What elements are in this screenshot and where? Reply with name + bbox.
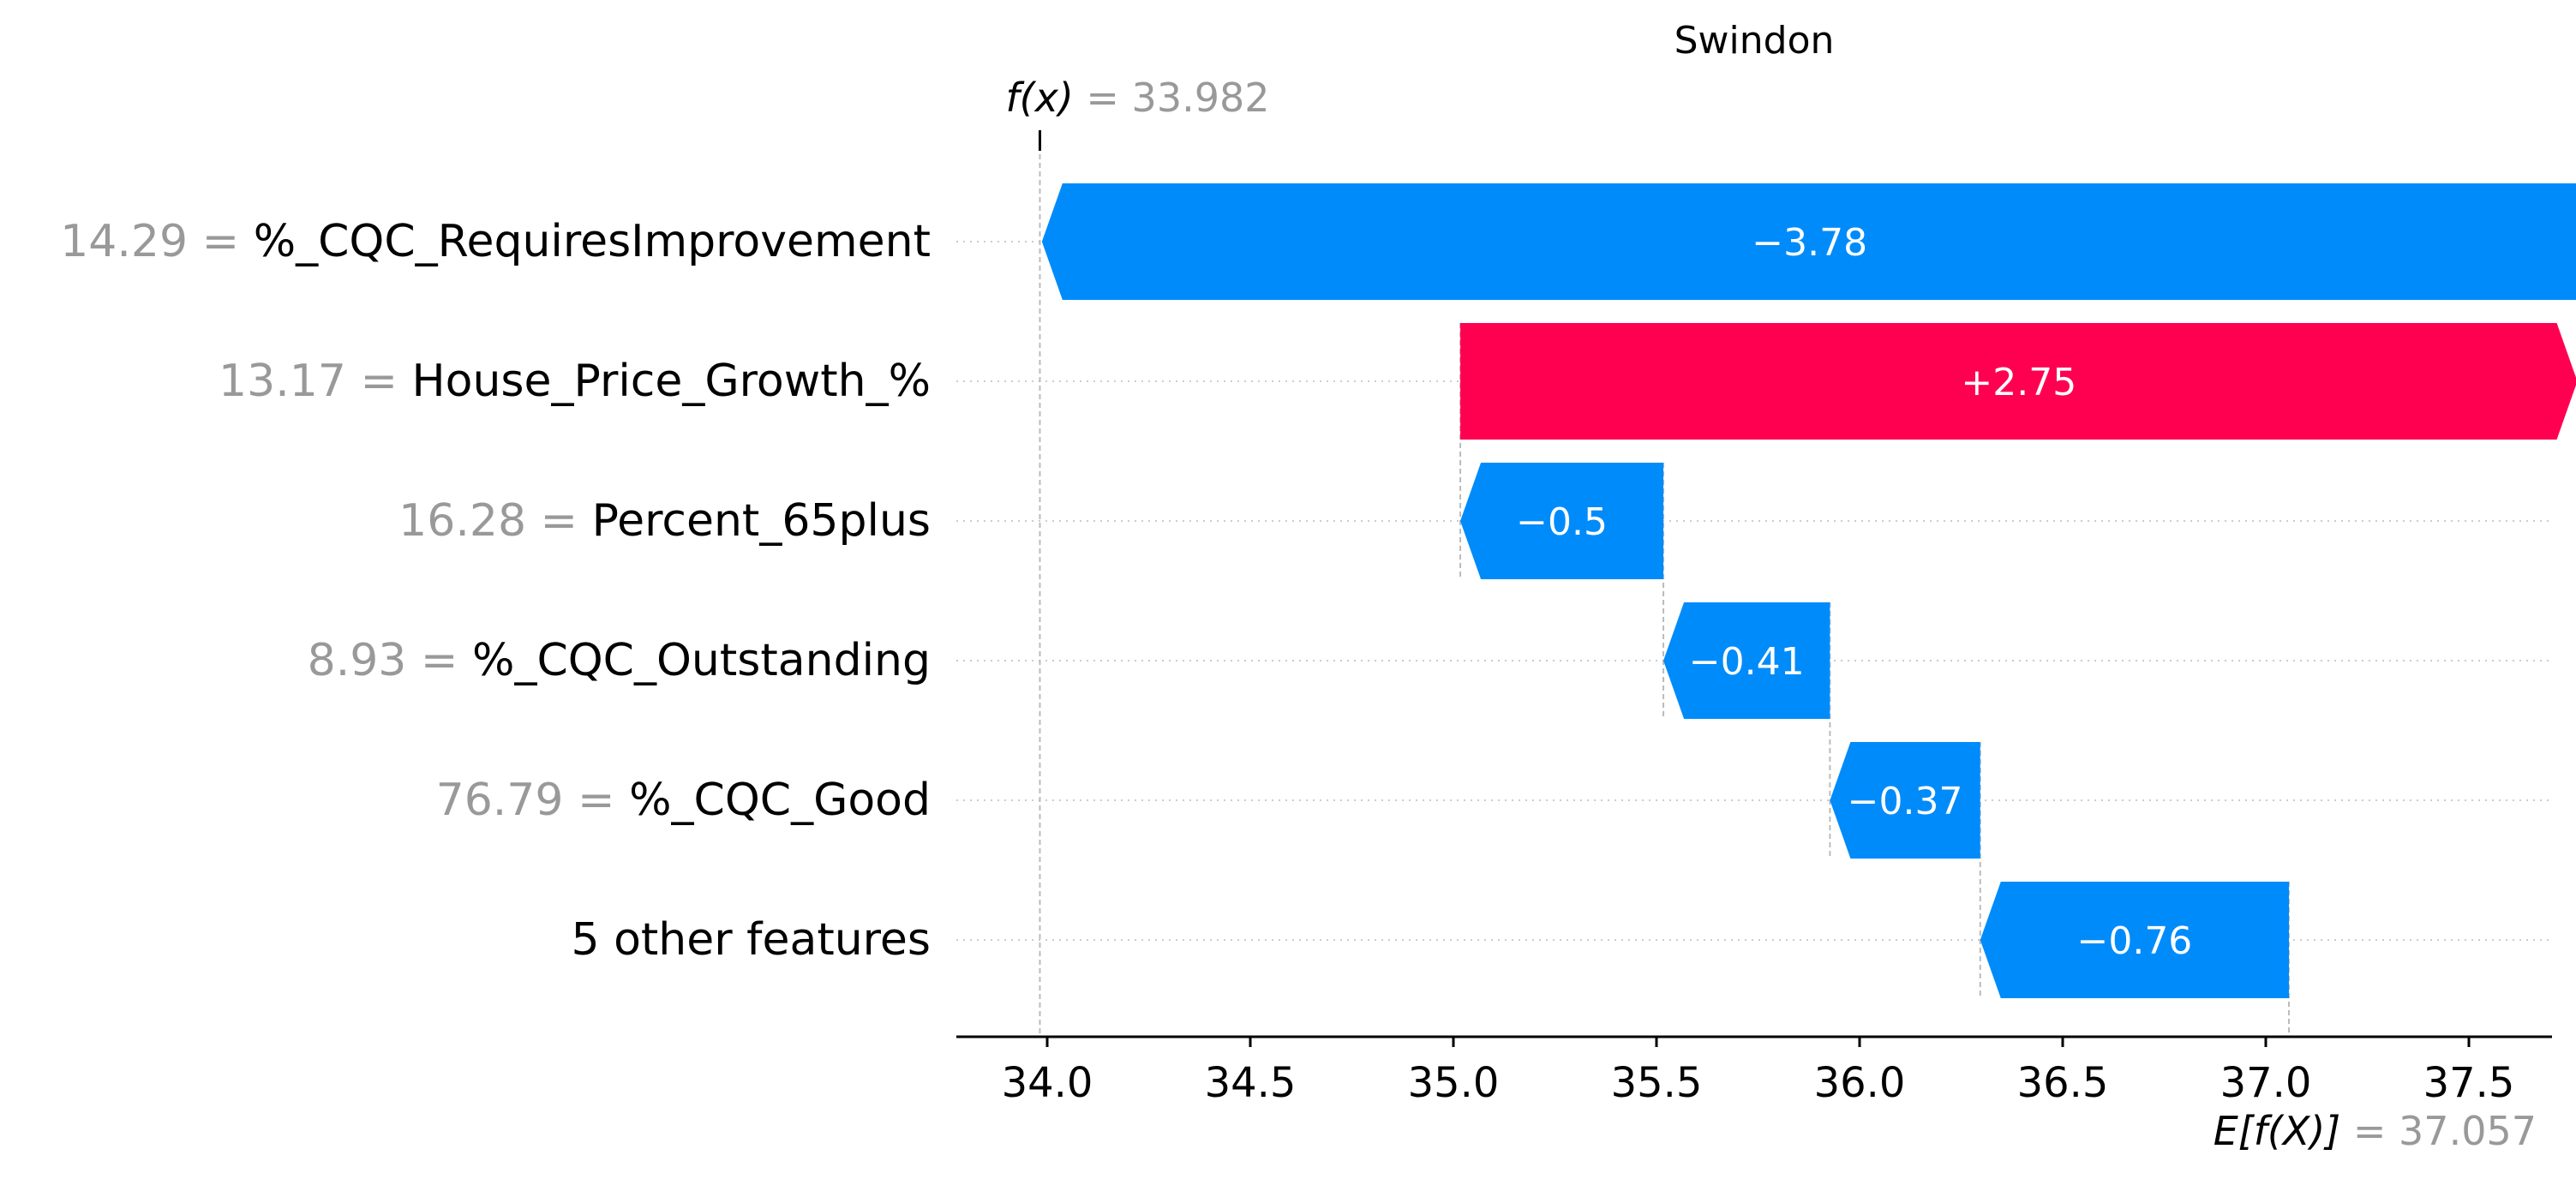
feature-name: %_CQC_Outstanding xyxy=(472,635,931,686)
x-tick-label: 34.5 xyxy=(1205,1059,1297,1107)
x-tick-label: 36.5 xyxy=(2017,1059,2109,1107)
feature-labels: 14.29 = %_CQC_RequiresImprovement 13.17 =… xyxy=(60,216,931,966)
bars: −3.78 +2.75 −0.5 −0.41 −0.37 −0.76 xyxy=(1041,183,2576,998)
x-tick-label: 37.0 xyxy=(2220,1059,2312,1107)
negative-bar xyxy=(1980,882,2290,998)
efx-label: E[f(X)] = 37.057 xyxy=(2214,1108,2537,1154)
feature-label: 8.93 = %_CQC_Outstanding xyxy=(308,635,931,686)
x-tick-label: 37.5 xyxy=(2423,1059,2515,1107)
bar-value-label: −3.78 xyxy=(1752,221,1867,265)
bar-value-label: −0.37 xyxy=(1848,780,1963,823)
feature-name: Percent_65plus xyxy=(592,495,931,547)
bar-value-label: +2.75 xyxy=(1961,361,2076,404)
feature-label: 13.17 = House_Price_Growth_% xyxy=(219,356,931,407)
negative-bar xyxy=(1830,742,1980,859)
negative-bar xyxy=(1663,602,1830,719)
bar-value-label: −0.5 xyxy=(1516,500,1608,544)
feature-value: 13.17 = xyxy=(219,356,412,407)
efx-symbol: E[f(X)] xyxy=(2214,1108,2353,1154)
efx-value: = 37.057 xyxy=(2353,1108,2537,1154)
fx-annotation: f(x) = 33.982 xyxy=(1005,75,1269,121)
fx-symbol: f(x) xyxy=(1005,75,1086,121)
negative-bar xyxy=(1460,463,1664,579)
feature-label: 14.29 = %_CQC_RequiresImprovement xyxy=(60,216,931,267)
chart-title: Swindon xyxy=(1674,19,1835,63)
feature-value: 76.79 = xyxy=(436,775,630,826)
x-axis: 34.0 34.5 35.0 35.5 36.0 36.5 37.0 37.5 xyxy=(956,1035,2552,1107)
positive-bar xyxy=(1460,323,2576,440)
feature-name: 5 other features xyxy=(571,914,931,966)
feature-label: 16.28 = Percent_65plus xyxy=(398,495,931,547)
x-tick-label: 34.0 xyxy=(1002,1059,1093,1107)
expected-value-annotation: E[f(X)] = 37.057 xyxy=(2214,1108,2537,1154)
feature-label: 5 other features xyxy=(571,914,931,966)
feature-value: 16.28 = xyxy=(398,495,592,547)
feature-value: 14.29 = xyxy=(60,216,254,267)
bar-value-label: −0.76 xyxy=(2076,919,2192,963)
x-tick-label: 36.0 xyxy=(1814,1059,1906,1107)
feature-value: 8.93 = xyxy=(308,635,472,686)
feature-name: %_CQC_RequiresImprovement xyxy=(254,216,931,267)
fx-value: = 33.982 xyxy=(1086,75,1269,121)
feature-name: House_Price_Growth_% xyxy=(412,356,931,407)
fx-label: f(x) = 33.982 xyxy=(1005,75,1269,121)
feature-name: %_CQC_Good xyxy=(629,775,931,826)
bar-value-label: −0.41 xyxy=(1689,640,1805,684)
x-tick-label: 35.5 xyxy=(1611,1059,1703,1107)
negative-bar xyxy=(1041,183,2576,300)
feature-label: 76.79 = %_CQC_Good xyxy=(436,775,931,826)
x-tick-label: 35.0 xyxy=(1408,1059,1500,1107)
